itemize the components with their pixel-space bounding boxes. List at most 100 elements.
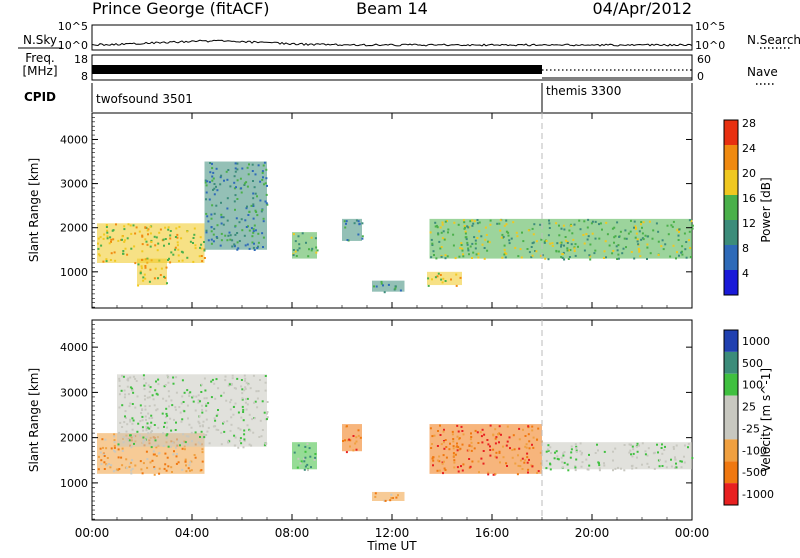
echo-cell bbox=[442, 230, 445, 233]
echo-cell bbox=[122, 441, 125, 444]
echo-cell bbox=[145, 436, 148, 439]
echo-cell bbox=[126, 253, 129, 256]
echo-cell bbox=[266, 416, 269, 419]
echo-cell bbox=[646, 462, 649, 465]
echo-cell bbox=[148, 405, 151, 407]
echo-cell bbox=[183, 410, 186, 413]
echo-cell bbox=[109, 466, 112, 469]
echo-cell bbox=[390, 497, 393, 499]
power-colorbar-label: Power [dB] bbox=[759, 177, 773, 242]
colorbar-tick-label: -500 bbox=[742, 466, 767, 479]
echo-cell bbox=[441, 237, 444, 240]
echo-cell bbox=[519, 248, 522, 251]
echo-cell bbox=[629, 230, 632, 233]
echo-cell bbox=[616, 221, 619, 224]
echo-cell bbox=[243, 429, 246, 432]
echo-cell bbox=[434, 225, 437, 228]
echo-cell bbox=[186, 230, 189, 233]
echo-cell bbox=[126, 385, 129, 388]
echo-cell bbox=[159, 228, 162, 231]
echo-cell bbox=[309, 455, 312, 458]
echo-cell bbox=[555, 222, 558, 225]
echo-cell bbox=[446, 220, 448, 222]
echo-cell bbox=[591, 232, 594, 235]
echo-cell bbox=[106, 231, 109, 234]
echo-cell bbox=[105, 258, 108, 261]
nsky-trace bbox=[91, 39, 693, 47]
echo-cell bbox=[148, 427, 151, 430]
echo-cell bbox=[139, 271, 142, 274]
echo-cell bbox=[292, 233, 295, 236]
echo-cell bbox=[313, 458, 316, 461]
echo-cell bbox=[212, 233, 215, 236]
echo-cell bbox=[589, 255, 592, 258]
echo-cell bbox=[248, 443, 251, 446]
echo-cell bbox=[515, 231, 518, 234]
echo-cell bbox=[249, 387, 252, 390]
echo-cell bbox=[487, 473, 490, 476]
echo-cell bbox=[672, 244, 675, 247]
echo-cell bbox=[569, 456, 572, 459]
echo-cell bbox=[163, 467, 166, 470]
echo-cell bbox=[470, 449, 473, 452]
echo-region-fill bbox=[372, 280, 405, 292]
colorbar-frame bbox=[723, 329, 739, 506]
echo-cell bbox=[639, 255, 642, 258]
echo-cell bbox=[243, 182, 246, 185]
echo-cell bbox=[551, 242, 554, 245]
echo-cell bbox=[205, 434, 208, 436]
echo-cell bbox=[152, 453, 155, 456]
echo-cell bbox=[560, 256, 563, 258]
echo-cell bbox=[252, 205, 255, 207]
echo-cell bbox=[382, 284, 384, 287]
echo-cell bbox=[199, 436, 201, 438]
echo-cell bbox=[240, 385, 243, 388]
echo-cell bbox=[155, 236, 158, 239]
echo-cell bbox=[124, 415, 126, 418]
echo-cell bbox=[163, 421, 166, 424]
nsky-axis-bottom-right: 10^0 bbox=[695, 39, 725, 52]
echo-cell bbox=[575, 450, 578, 453]
echo-cell bbox=[254, 192, 257, 195]
echo-cell bbox=[220, 443, 223, 446]
echo-cell bbox=[545, 239, 548, 242]
echo-cell bbox=[146, 422, 149, 425]
echo-cell bbox=[144, 266, 147, 269]
echo-cell bbox=[262, 246, 264, 248]
echo-cell bbox=[181, 441, 184, 444]
echo-cell bbox=[108, 242, 111, 245]
echo-cell bbox=[503, 244, 506, 247]
echo-cell bbox=[473, 220, 476, 223]
colorbar-segment bbox=[724, 395, 738, 418]
echo-cell bbox=[142, 374, 145, 377]
echo-cell bbox=[531, 443, 533, 446]
echo-cell bbox=[245, 381, 248, 384]
echo-cell bbox=[266, 412, 268, 415]
echo-cell bbox=[135, 226, 138, 229]
echo-cell bbox=[219, 176, 222, 179]
echo-cell bbox=[395, 496, 398, 499]
echo-cell bbox=[266, 411, 269, 414]
echo-cell bbox=[527, 433, 530, 436]
echo-cell bbox=[157, 426, 160, 429]
echo-cell bbox=[517, 255, 520, 258]
echo-cell bbox=[617, 253, 620, 256]
echo-cell bbox=[150, 240, 153, 243]
echo-cell bbox=[456, 424, 459, 427]
echo-cell bbox=[228, 383, 231, 386]
echo-cell bbox=[167, 228, 170, 231]
echo-cell bbox=[205, 198, 207, 201]
power-echoes bbox=[97, 161, 694, 294]
echo-cell bbox=[234, 208, 236, 211]
echo-cell bbox=[234, 194, 237, 197]
echo-cell bbox=[154, 244, 157, 247]
echo-cell bbox=[145, 240, 148, 243]
echo-cell bbox=[189, 240, 192, 243]
echo-cell bbox=[205, 229, 208, 232]
echo-cell bbox=[615, 245, 618, 248]
echo-cell bbox=[497, 433, 499, 436]
echo-cell bbox=[582, 234, 585, 236]
echo-cell bbox=[531, 227, 534, 230]
echo-cell bbox=[518, 438, 521, 441]
